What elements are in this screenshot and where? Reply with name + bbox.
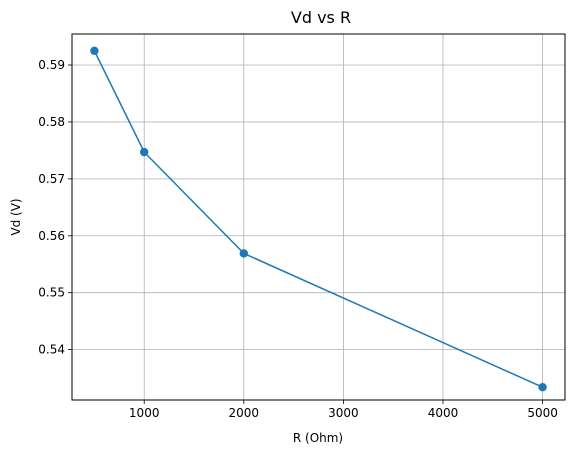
data-point [90,46,99,55]
data-point [140,147,149,157]
y-tick-label: 0.56 [38,229,65,243]
grid-layer [72,34,565,400]
tick-layer: 1000 2000 3000 4000 5000 0.54 0.55 0.56 0.57 0.58… [38,58,558,420]
x-tick-label: 4000 [428,406,459,420]
chart-title: Vd vs R [291,8,351,27]
y-tick-label: 0.57 [38,172,65,186]
series-layer [90,46,547,392]
data-point [239,249,249,258]
plot-frame [71,33,566,401]
y-axis-label: Vd (V) [9,198,23,235]
x-tick-label: 2000 [229,406,260,420]
data-point [538,382,547,392]
x-tick-label: 1000 [129,406,160,420]
x-tick-label: 5000 [527,406,558,420]
y-tick-label: 0.59 [38,58,65,72]
x-axis-label: R (Ohm) [293,431,343,445]
y-tick-label: 0.55 [38,286,65,300]
x-tick-label: 3000 [328,406,359,420]
series-line [93,50,543,388]
y-tick-label: 0.58 [38,115,65,129]
y-tick-label: 0.54 [38,343,65,357]
